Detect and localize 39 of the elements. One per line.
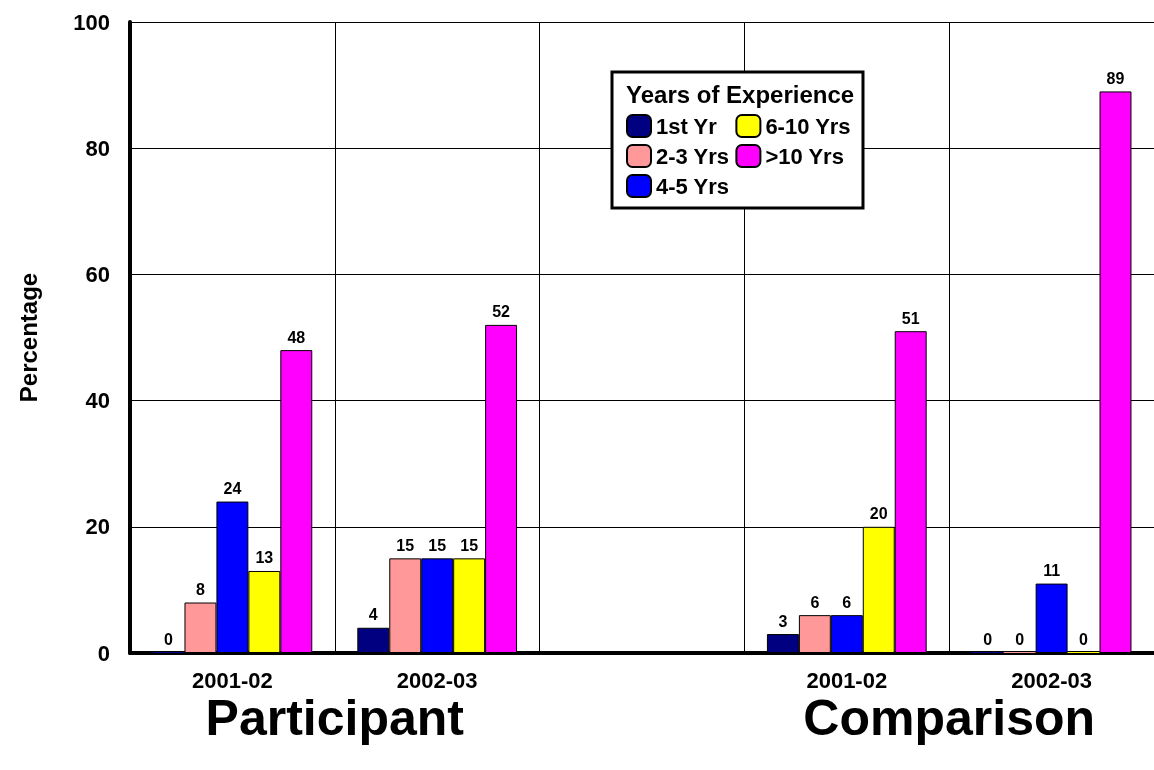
data-label: 51 — [901, 309, 920, 327]
x-tick-label: 2001-02 — [192, 667, 273, 693]
x-tick-label: 2001-02 — [806, 667, 888, 693]
y-axis-title: Percentage — [14, 272, 42, 403]
data-label: 52 — [492, 303, 511, 321]
y-tick-label: 60 — [85, 261, 110, 287]
data-label: 8 — [196, 581, 205, 599]
legend-label: >10 Yrs — [765, 143, 844, 169]
data-label: 20 — [869, 505, 888, 523]
data-label: 15 — [396, 536, 415, 554]
data-label: 13 — [255, 549, 274, 567]
x-tick-label: 2002-03 — [1011, 667, 1092, 693]
text: Comparison — [803, 690, 1096, 746]
x-tick-label: 2002-03 — [396, 667, 478, 693]
data-label: 15 — [428, 536, 447, 554]
y-tick-label: 0 — [97, 640, 110, 666]
y-tick-label: 80 — [85, 135, 110, 161]
data-label: 24 — [223, 480, 242, 498]
data-label: 6 — [842, 593, 852, 611]
data-label: 4 — [368, 606, 378, 624]
data-label: 0 — [983, 630, 993, 648]
data-label: 11 — [1043, 562, 1061, 580]
legend-label: 4-5 Yrs — [656, 173, 729, 199]
data-label: 3 — [778, 612, 788, 630]
data-label: 15 — [460, 536, 479, 554]
text: Participant — [205, 690, 465, 746]
legend-label: 2-3 Yrs — [656, 143, 729, 169]
y-tick-label: 100 — [73, 9, 110, 35]
data-label: 89 — [1106, 69, 1125, 87]
data-label: 0 — [1015, 630, 1025, 648]
y-tick-label: 20 — [85, 514, 110, 540]
data-label: 0 — [164, 630, 174, 648]
legend-label: 6-10 Yrs — [765, 113, 851, 139]
data-label: 0 — [1079, 630, 1089, 648]
data-label: 6 — [810, 593, 820, 611]
legend-title: Years of Experience — [626, 80, 855, 108]
data-label: 48 — [287, 328, 306, 346]
legend-label: 1st Yr — [656, 113, 718, 139]
y-tick-label: 40 — [85, 388, 110, 414]
